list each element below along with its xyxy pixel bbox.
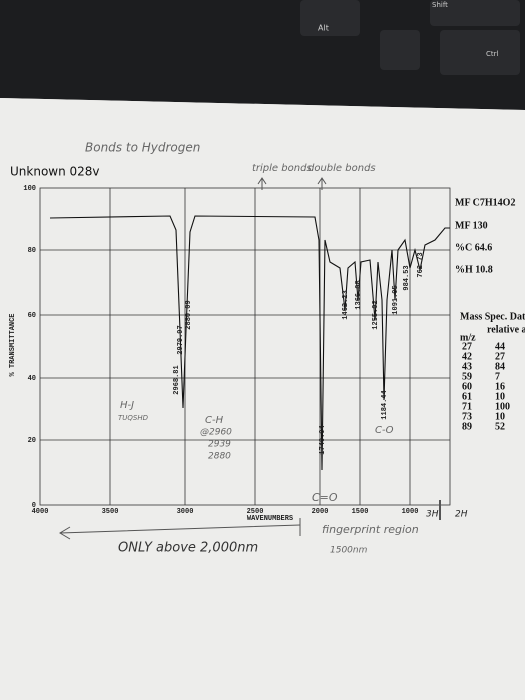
paper <box>0 98 525 700</box>
grid <box>39 187 451 506</box>
x-tick-label: 1000 <box>402 508 419 516</box>
ms-cell: 61 <box>462 391 472 402</box>
ms-cell: 100 <box>495 401 510 412</box>
x-tick-label: 2000 <box>312 508 329 516</box>
peak-label: 1091.05 <box>392 285 400 314</box>
key-label: Alt <box>318 24 329 33</box>
y-tick-label: 0 <box>32 502 36 510</box>
note: C=O <box>312 491 338 504</box>
note: TUQSHD <box>118 414 149 422</box>
peak-label: 2968.81 <box>173 365 181 394</box>
note: 1500nm <box>330 546 368 556</box>
y-tick-label: 40 <box>28 375 36 383</box>
x-tick-label: 3000 <box>177 508 194 516</box>
key <box>440 30 520 75</box>
note: @2960 <box>200 428 232 438</box>
note: 2939 <box>208 440 231 450</box>
spectrum <box>49 215 450 471</box>
peak-label: 1462.23 <box>342 290 350 319</box>
ms-cell: 10 <box>495 411 505 422</box>
ms-cell: 73 <box>462 411 472 422</box>
ms-cell: 16 <box>495 381 505 392</box>
keyboard <box>0 0 525 110</box>
x-tick-label: 1500 <box>352 508 369 516</box>
ms-cell: 60 <box>462 381 472 392</box>
x-tick-label: 2500 <box>247 508 264 516</box>
y-tick-label: 100 <box>23 185 36 193</box>
key <box>380 30 420 70</box>
y-tick-label: 80 <box>28 247 36 255</box>
key-label: Ctrl <box>486 50 499 58</box>
key <box>430 0 520 26</box>
note: C-H <box>205 415 224 426</box>
y-label: % TRANSMITTANCE <box>9 313 17 376</box>
x-label: WAVENUMBERS <box>247 515 293 523</box>
note: ONLY above 2,000nm <box>118 541 258 556</box>
note: C-O <box>375 425 394 436</box>
key-label: Shift <box>432 1 448 9</box>
ms-cell: 42 <box>462 351 472 362</box>
note: 3H <box>426 510 439 520</box>
ms-cell: 44 <box>495 341 505 352</box>
ms-cell: 84 <box>495 361 505 372</box>
peak-label: 762.73 <box>417 252 425 277</box>
y-tick-label: 20 <box>28 437 36 445</box>
peak-label: 1255.02 <box>372 300 380 329</box>
peak-label: 1740.04 <box>319 425 327 454</box>
ms-title: Mass Spec. Data <box>460 311 525 322</box>
ms-cell: 27 <box>462 341 472 352</box>
sheet-title: Unknown 028v <box>10 165 100 179</box>
note: Bonds to Hydrogen <box>85 141 200 155</box>
y-tick-label: 60 <box>28 312 36 320</box>
note: double bonds <box>308 163 376 174</box>
key <box>300 0 360 36</box>
x-tick-label: 4000 <box>32 508 49 516</box>
note: 2H <box>455 510 468 520</box>
peak-label: 984.53 <box>403 265 411 290</box>
ms-cell: 43 <box>462 361 472 372</box>
ms-cell: 10 <box>495 391 505 402</box>
ms-cell: 89 <box>462 421 472 432</box>
ms-cell: 71 <box>462 401 472 412</box>
peak-label: 2880.09 <box>185 300 193 329</box>
note: fingerprint region <box>322 523 419 536</box>
arrows <box>59 177 441 540</box>
hydrogen: %H 10.8 <box>455 264 493 275</box>
note: 2880 <box>208 452 231 462</box>
x-tick-label: 3500 <box>102 508 119 516</box>
mass: MF 130 <box>455 220 488 231</box>
ms-header: relative abund. <box>487 324 525 335</box>
peak-label: 1184.44 <box>381 390 389 419</box>
note: H-J <box>120 400 134 411</box>
carbon: %C 64.6 <box>455 242 492 253</box>
ms-cell: 52 <box>495 421 505 432</box>
note: triple bonds <box>252 163 312 174</box>
ms-cell: 27 <box>495 351 505 362</box>
ms-cell: 59 <box>462 371 472 382</box>
formula: MF C7H14O2 <box>455 197 515 208</box>
peak-label: 2979.97 <box>177 325 185 354</box>
ms-header: m/z <box>460 332 476 343</box>
ms-cell: 7 <box>495 371 500 382</box>
peak-label: 1366.08 <box>355 280 363 309</box>
